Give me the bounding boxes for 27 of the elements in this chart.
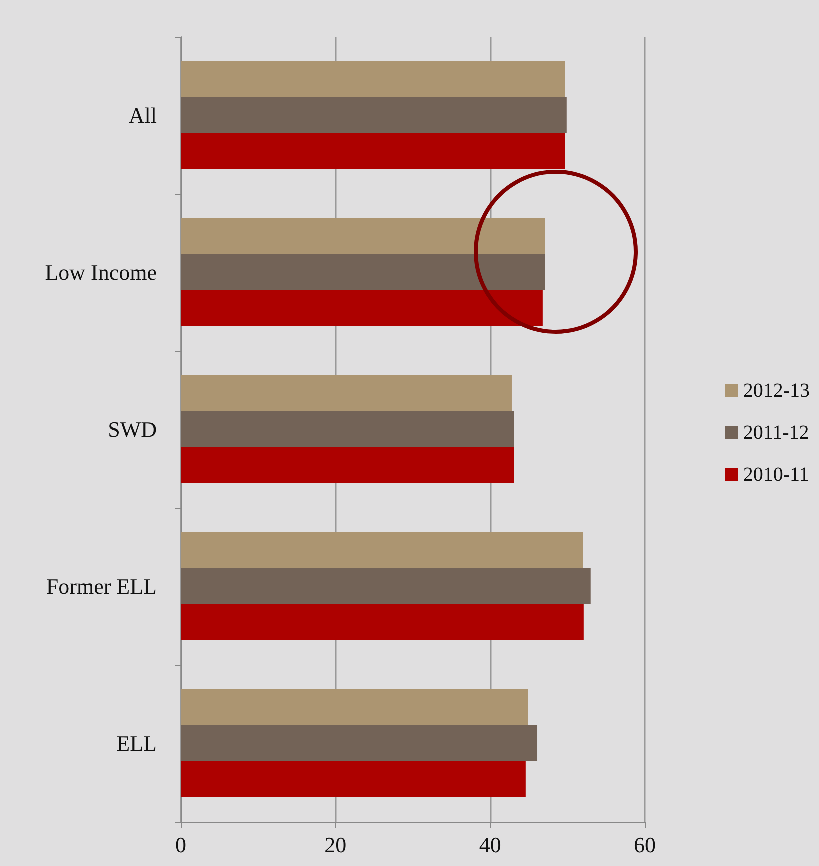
bar xyxy=(181,726,538,762)
bar xyxy=(181,254,546,290)
y-tick-label: Low Income xyxy=(45,260,157,285)
x-tick-label: 20 xyxy=(324,832,347,858)
y-tick-label: SWD xyxy=(108,417,157,442)
y-tick-label: All xyxy=(128,103,157,128)
bar xyxy=(181,448,514,484)
x-tick-label: 0 xyxy=(176,832,186,858)
bar xyxy=(181,604,584,640)
bar xyxy=(181,762,526,798)
y-tick-label: ELL xyxy=(116,731,157,756)
bar xyxy=(181,218,546,254)
x-tick-label: 60 xyxy=(634,832,656,858)
x-tick-label: 40 xyxy=(479,832,502,858)
bar xyxy=(181,290,543,326)
bar xyxy=(181,62,566,98)
bar xyxy=(181,376,512,412)
bar xyxy=(181,568,591,604)
bar xyxy=(181,134,566,170)
legend-label: 2010-11 xyxy=(743,464,810,486)
bar xyxy=(181,690,528,726)
bar xyxy=(181,532,584,568)
legend-label: 2011-12 xyxy=(743,422,810,444)
bar xyxy=(181,412,514,448)
legend-label: 2012-13 xyxy=(743,380,810,402)
bar xyxy=(181,98,567,134)
y-tick-label: Former ELL xyxy=(46,574,157,599)
